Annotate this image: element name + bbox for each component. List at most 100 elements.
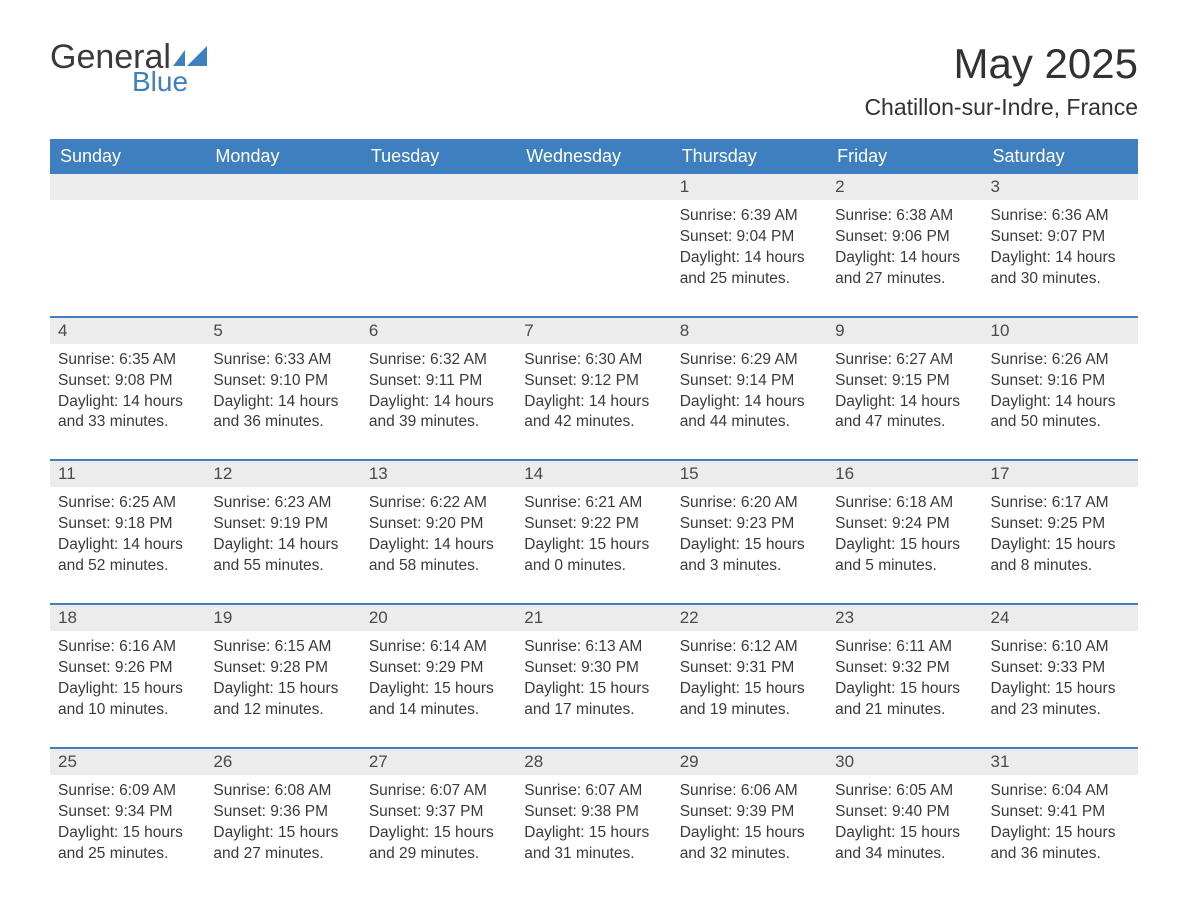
day-cell — [361, 174, 516, 317]
day-number: 2 — [827, 174, 982, 200]
day-body: Sunrise: 6:22 AMSunset: 9:20 PMDaylight:… — [361, 487, 516, 603]
calendar-table: Sunday Monday Tuesday Wednesday Thursday… — [50, 139, 1138, 890]
day-cell: 22Sunrise: 6:12 AMSunset: 9:31 PMDayligh… — [672, 604, 827, 748]
weekday-header: Monday — [205, 139, 360, 174]
sunset-text: Sunset: 9:16 PM — [991, 371, 1130, 392]
day-number: 4 — [50, 318, 205, 344]
sunset-text: Sunset: 9:18 PM — [58, 514, 197, 535]
sunrise-text: Sunrise: 6:33 AM — [213, 350, 352, 371]
sunset-text: Sunset: 9:33 PM — [991, 658, 1130, 679]
daylight-text: Daylight: 15 hours and 14 minutes. — [369, 679, 508, 721]
daylight-text: Daylight: 15 hours and 12 minutes. — [213, 679, 352, 721]
day-number: 29 — [672, 749, 827, 775]
daylight-text: Daylight: 14 hours and 33 minutes. — [58, 392, 197, 434]
sunset-text: Sunset: 9:32 PM — [835, 658, 974, 679]
day-cell: 1Sunrise: 6:39 AMSunset: 9:04 PMDaylight… — [672, 174, 827, 317]
day-number: 19 — [205, 605, 360, 631]
day-number: 15 — [672, 461, 827, 487]
day-number: 26 — [205, 749, 360, 775]
day-cell: 17Sunrise: 6:17 AMSunset: 9:25 PMDayligh… — [983, 460, 1138, 604]
day-cell: 5Sunrise: 6:33 AMSunset: 9:10 PMDaylight… — [205, 317, 360, 461]
day-body: Sunrise: 6:21 AMSunset: 9:22 PMDaylight:… — [516, 487, 671, 603]
sunset-text: Sunset: 9:14 PM — [680, 371, 819, 392]
day-number: 20 — [361, 605, 516, 631]
sunrise-text: Sunrise: 6:29 AM — [680, 350, 819, 371]
sunset-text: Sunset: 9:10 PM — [213, 371, 352, 392]
day-cell: 8Sunrise: 6:29 AMSunset: 9:14 PMDaylight… — [672, 317, 827, 461]
day-number: 23 — [827, 605, 982, 631]
day-number: 1 — [672, 174, 827, 200]
daylight-text: Daylight: 14 hours and 39 minutes. — [369, 392, 508, 434]
sunset-text: Sunset: 9:28 PM — [213, 658, 352, 679]
daylight-text: Daylight: 15 hours and 31 minutes. — [524, 823, 663, 865]
day-number: 6 — [361, 318, 516, 344]
day-body: Sunrise: 6:12 AMSunset: 9:31 PMDaylight:… — [672, 631, 827, 747]
day-number — [205, 174, 360, 200]
sunset-text: Sunset: 9:12 PM — [524, 371, 663, 392]
daylight-text: Daylight: 15 hours and 0 minutes. — [524, 535, 663, 577]
day-cell — [50, 174, 205, 317]
day-number: 27 — [361, 749, 516, 775]
daylight-text: Daylight: 15 hours and 34 minutes. — [835, 823, 974, 865]
sunrise-text: Sunrise: 6:23 AM — [213, 493, 352, 514]
day-body: Sunrise: 6:14 AMSunset: 9:29 PMDaylight:… — [361, 631, 516, 747]
day-cell: 12Sunrise: 6:23 AMSunset: 9:19 PMDayligh… — [205, 460, 360, 604]
sunrise-text: Sunrise: 6:18 AM — [835, 493, 974, 514]
sunrise-text: Sunrise: 6:04 AM — [991, 781, 1130, 802]
day-cell: 19Sunrise: 6:15 AMSunset: 9:28 PMDayligh… — [205, 604, 360, 748]
sunrise-text: Sunrise: 6:32 AM — [369, 350, 508, 371]
weekday-header: Saturday — [983, 139, 1138, 174]
sunset-text: Sunset: 9:06 PM — [835, 227, 974, 248]
sunrise-text: Sunrise: 6:12 AM — [680, 637, 819, 658]
logo: General Blue — [50, 40, 207, 96]
day-cell: 4Sunrise: 6:35 AMSunset: 9:08 PMDaylight… — [50, 317, 205, 461]
day-cell: 16Sunrise: 6:18 AMSunset: 9:24 PMDayligh… — [827, 460, 982, 604]
day-number: 17 — [983, 461, 1138, 487]
sunrise-text: Sunrise: 6:17 AM — [991, 493, 1130, 514]
calendar-body: 1Sunrise: 6:39 AMSunset: 9:04 PMDaylight… — [50, 174, 1138, 890]
logo-text-blue: Blue — [132, 68, 188, 96]
day-number: 13 — [361, 461, 516, 487]
week-row: 4Sunrise: 6:35 AMSunset: 9:08 PMDaylight… — [50, 317, 1138, 461]
day-body: Sunrise: 6:06 AMSunset: 9:39 PMDaylight:… — [672, 775, 827, 891]
day-body: Sunrise: 6:30 AMSunset: 9:12 PMDaylight:… — [516, 344, 671, 460]
day-body: Sunrise: 6:16 AMSunset: 9:26 PMDaylight:… — [50, 631, 205, 747]
sunset-text: Sunset: 9:38 PM — [524, 802, 663, 823]
day-body: Sunrise: 6:38 AMSunset: 9:06 PMDaylight:… — [827, 200, 982, 316]
page-header: General Blue May 2025 Chatillon-sur-Indr… — [50, 40, 1138, 121]
sunset-text: Sunset: 9:34 PM — [58, 802, 197, 823]
daylight-text: Daylight: 14 hours and 47 minutes. — [835, 392, 974, 434]
sunset-text: Sunset: 9:08 PM — [58, 371, 197, 392]
day-body: Sunrise: 6:29 AMSunset: 9:14 PMDaylight:… — [672, 344, 827, 460]
sunrise-text: Sunrise: 6:11 AM — [835, 637, 974, 658]
sunset-text: Sunset: 9:40 PM — [835, 802, 974, 823]
sunrise-text: Sunrise: 6:36 AM — [991, 206, 1130, 227]
sunrise-text: Sunrise: 6:39 AM — [680, 206, 819, 227]
day-body: Sunrise: 6:05 AMSunset: 9:40 PMDaylight:… — [827, 775, 982, 891]
sunset-text: Sunset: 9:15 PM — [835, 371, 974, 392]
sunrise-text: Sunrise: 6:09 AM — [58, 781, 197, 802]
day-number: 10 — [983, 318, 1138, 344]
day-number: 25 — [50, 749, 205, 775]
weekday-header: Thursday — [672, 139, 827, 174]
day-cell: 15Sunrise: 6:20 AMSunset: 9:23 PMDayligh… — [672, 460, 827, 604]
month-title: May 2025 — [864, 40, 1138, 88]
day-cell: 10Sunrise: 6:26 AMSunset: 9:16 PMDayligh… — [983, 317, 1138, 461]
sunset-text: Sunset: 9:19 PM — [213, 514, 352, 535]
sunset-text: Sunset: 9:36 PM — [213, 802, 352, 823]
day-body — [361, 200, 516, 232]
day-body: Sunrise: 6:25 AMSunset: 9:18 PMDaylight:… — [50, 487, 205, 603]
sunset-text: Sunset: 9:07 PM — [991, 227, 1130, 248]
daylight-text: Daylight: 15 hours and 29 minutes. — [369, 823, 508, 865]
daylight-text: Daylight: 14 hours and 25 minutes. — [680, 248, 819, 290]
day-number: 24 — [983, 605, 1138, 631]
day-body: Sunrise: 6:15 AMSunset: 9:28 PMDaylight:… — [205, 631, 360, 747]
daylight-text: Daylight: 14 hours and 50 minutes. — [991, 392, 1130, 434]
sunrise-text: Sunrise: 6:25 AM — [58, 493, 197, 514]
day-cell: 21Sunrise: 6:13 AMSunset: 9:30 PMDayligh… — [516, 604, 671, 748]
daylight-text: Daylight: 15 hours and 19 minutes. — [680, 679, 819, 721]
sunrise-text: Sunrise: 6:27 AM — [835, 350, 974, 371]
sunset-text: Sunset: 9:24 PM — [835, 514, 974, 535]
day-number: 8 — [672, 318, 827, 344]
day-cell — [516, 174, 671, 317]
